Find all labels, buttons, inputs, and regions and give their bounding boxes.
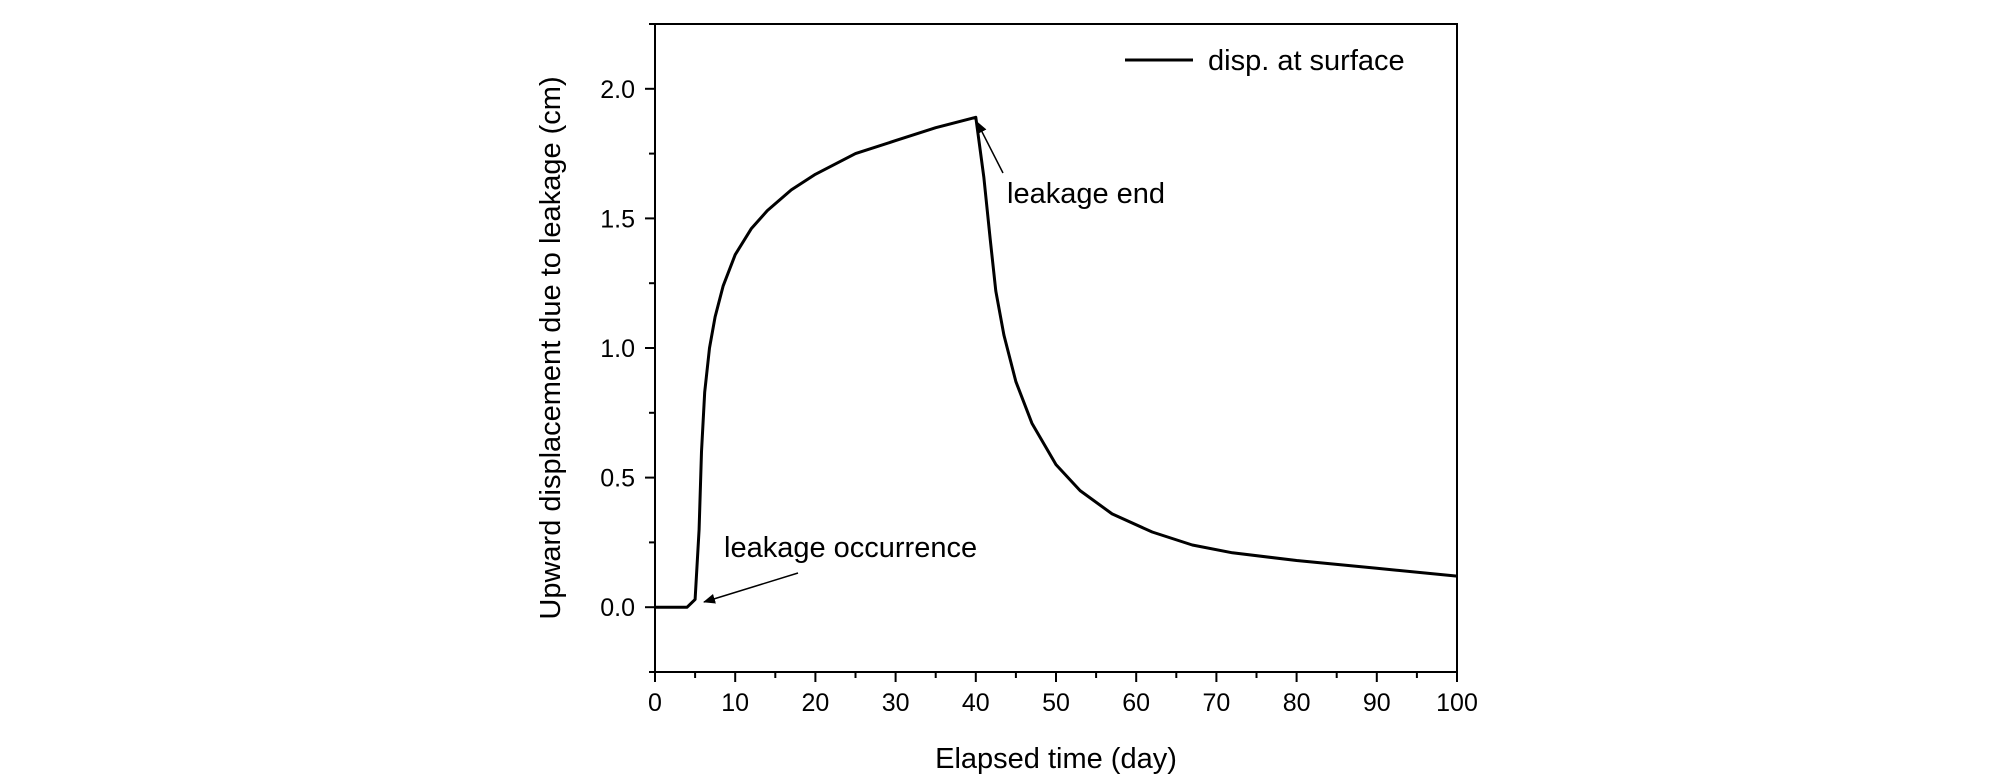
y-tick-label: 2.0 <box>600 76 635 104</box>
annotation-leakage-end: leakage end <box>1007 178 1165 210</box>
x-tick-label: 20 <box>801 689 829 717</box>
y-tick-label: 0.5 <box>600 465 635 493</box>
x-tick-label: 80 <box>1283 689 1311 717</box>
x-tick-label: 90 <box>1363 689 1391 717</box>
x-tick-label: 40 <box>962 689 990 717</box>
y-tick-label: 1.0 <box>600 335 635 363</box>
x-tick-label: 10 <box>721 689 749 717</box>
x-tick-label: 30 <box>882 689 910 717</box>
x-axis-title: Elapsed time (day) <box>935 743 1177 775</box>
plot-frame <box>654 23 1458 673</box>
y-tick-label: 0.0 <box>600 594 635 622</box>
x-tick-label: 50 <box>1042 689 1070 717</box>
y-tick-label: 1.5 <box>600 205 635 233</box>
x-tick-label: 0 <box>648 689 662 717</box>
annotation-arrow-leakage-occurrence <box>703 572 799 604</box>
y-axis-title: Upward displacement due to leakage (cm) <box>535 76 567 619</box>
legend-label: disp. at surface <box>1208 45 1405 77</box>
annotation-arrow-leakage-end <box>976 121 1004 174</box>
x-tick-label: 60 <box>1122 689 1150 717</box>
x-tick-label: 70 <box>1202 689 1230 717</box>
series-line-disp-at-surface <box>655 115 1458 609</box>
annotation-leakage-occurrence: leakage occurrence <box>724 532 977 564</box>
x-tick-label: 100 <box>1436 689 1478 717</box>
